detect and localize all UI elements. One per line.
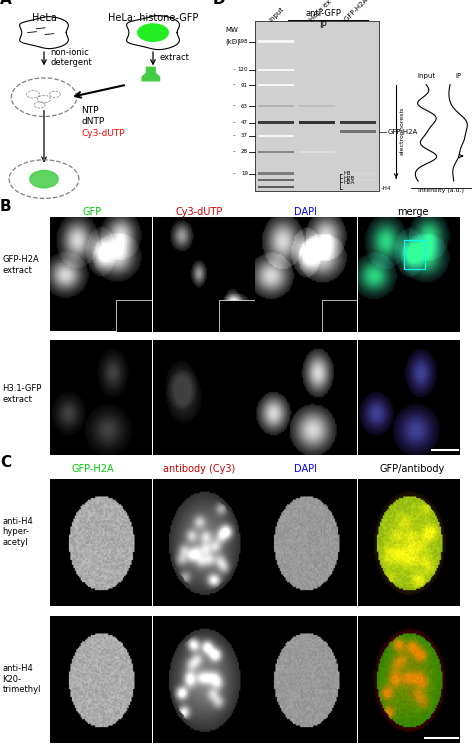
FancyBboxPatch shape — [116, 299, 152, 332]
Ellipse shape — [30, 170, 58, 187]
Text: A: A — [0, 0, 12, 7]
Text: antibody (Cy3): antibody (Cy3) — [163, 464, 235, 474]
FancyBboxPatch shape — [258, 178, 294, 181]
FancyBboxPatch shape — [258, 40, 294, 42]
Text: HeLa: histone-GFP: HeLa: histone-GFP — [108, 14, 198, 23]
FancyBboxPatch shape — [255, 21, 379, 191]
Text: 37: 37 — [241, 134, 248, 138]
Text: IP: IP — [456, 73, 462, 79]
Text: anti-H4
hyper-
acetyl: anti-H4 hyper- acetyl — [2, 517, 33, 547]
Text: DAPI: DAPI — [294, 464, 317, 474]
FancyBboxPatch shape — [339, 178, 376, 181]
Text: H2B: H2B — [343, 175, 355, 181]
Text: electrophoresis: electrophoresis — [400, 107, 405, 155]
Text: GFP-H2A: GFP-H2A — [387, 129, 418, 135]
FancyBboxPatch shape — [258, 186, 294, 188]
Text: GFP-H2A: GFP-H2A — [71, 464, 114, 474]
Text: input: input — [268, 6, 285, 23]
FancyBboxPatch shape — [258, 84, 294, 86]
FancyBboxPatch shape — [258, 69, 294, 71]
Text: –: – — [233, 171, 235, 176]
FancyBboxPatch shape — [258, 105, 294, 107]
Text: –: – — [233, 67, 235, 73]
Text: 63: 63 — [241, 104, 248, 109]
FancyBboxPatch shape — [339, 131, 376, 133]
FancyBboxPatch shape — [300, 105, 335, 107]
Text: –: – — [233, 104, 235, 109]
Text: merge: merge — [397, 206, 428, 217]
Text: IP: IP — [319, 21, 327, 30]
Text: H2A: H2A — [343, 180, 355, 185]
Ellipse shape — [138, 24, 168, 42]
Text: GFP-H2A ex: GFP-H2A ex — [343, 0, 376, 23]
FancyBboxPatch shape — [258, 122, 294, 124]
Polygon shape — [127, 16, 180, 50]
Text: GFP-H2A
extract: GFP-H2A extract — [2, 256, 39, 274]
Text: HeLa: HeLa — [32, 14, 56, 23]
Text: MW: MW — [225, 27, 238, 33]
Text: 28: 28 — [241, 149, 248, 154]
Text: –: – — [233, 120, 235, 125]
Text: HeLa ex: HeLa ex — [308, 0, 332, 23]
Text: 120: 120 — [237, 67, 248, 73]
Text: GFP: GFP — [83, 206, 102, 217]
Text: input: input — [417, 73, 435, 79]
Text: –: – — [233, 149, 235, 154]
FancyBboxPatch shape — [258, 150, 294, 153]
Text: anti-H4
K20-
trimethyl: anti-H4 K20- trimethyl — [2, 665, 41, 694]
FancyBboxPatch shape — [258, 172, 294, 175]
Text: Cy3-dUTP: Cy3-dUTP — [175, 206, 223, 217]
FancyBboxPatch shape — [300, 150, 335, 153]
Text: H3.1-GFP
extract: H3.1-GFP extract — [2, 384, 42, 404]
FancyBboxPatch shape — [322, 299, 357, 332]
FancyBboxPatch shape — [258, 135, 294, 137]
Text: B: B — [0, 199, 12, 214]
Polygon shape — [142, 67, 160, 81]
FancyBboxPatch shape — [339, 122, 376, 124]
Text: (kD): (kD) — [225, 39, 240, 45]
Text: 198: 198 — [237, 39, 248, 44]
Text: H3: H3 — [343, 171, 351, 176]
Text: NTP: NTP — [81, 106, 99, 115]
Text: D: D — [213, 0, 225, 7]
Text: –: – — [233, 83, 235, 88]
FancyBboxPatch shape — [219, 299, 255, 332]
Text: –: – — [233, 39, 235, 44]
Text: extract: extract — [160, 53, 190, 62]
Text: non-ionic
detergent: non-ionic detergent — [51, 48, 92, 67]
FancyBboxPatch shape — [339, 172, 376, 175]
FancyBboxPatch shape — [300, 122, 335, 124]
Text: 19: 19 — [241, 171, 248, 176]
Text: 91: 91 — [241, 83, 248, 88]
Text: GFP/antibody: GFP/antibody — [380, 464, 445, 474]
Text: –H4: –H4 — [381, 186, 392, 191]
Text: dNTP: dNTP — [81, 117, 104, 126]
Text: –: – — [233, 134, 235, 138]
Text: C: C — [0, 455, 11, 470]
Polygon shape — [19, 17, 68, 48]
Text: DAPI: DAPI — [294, 206, 317, 217]
Text: 47: 47 — [241, 120, 248, 125]
Text: intensity (a.u.): intensity (a.u.) — [419, 187, 465, 193]
Text: anti-GFP: anti-GFP — [305, 10, 341, 18]
Text: Cy3-dUTP: Cy3-dUTP — [81, 129, 125, 138]
